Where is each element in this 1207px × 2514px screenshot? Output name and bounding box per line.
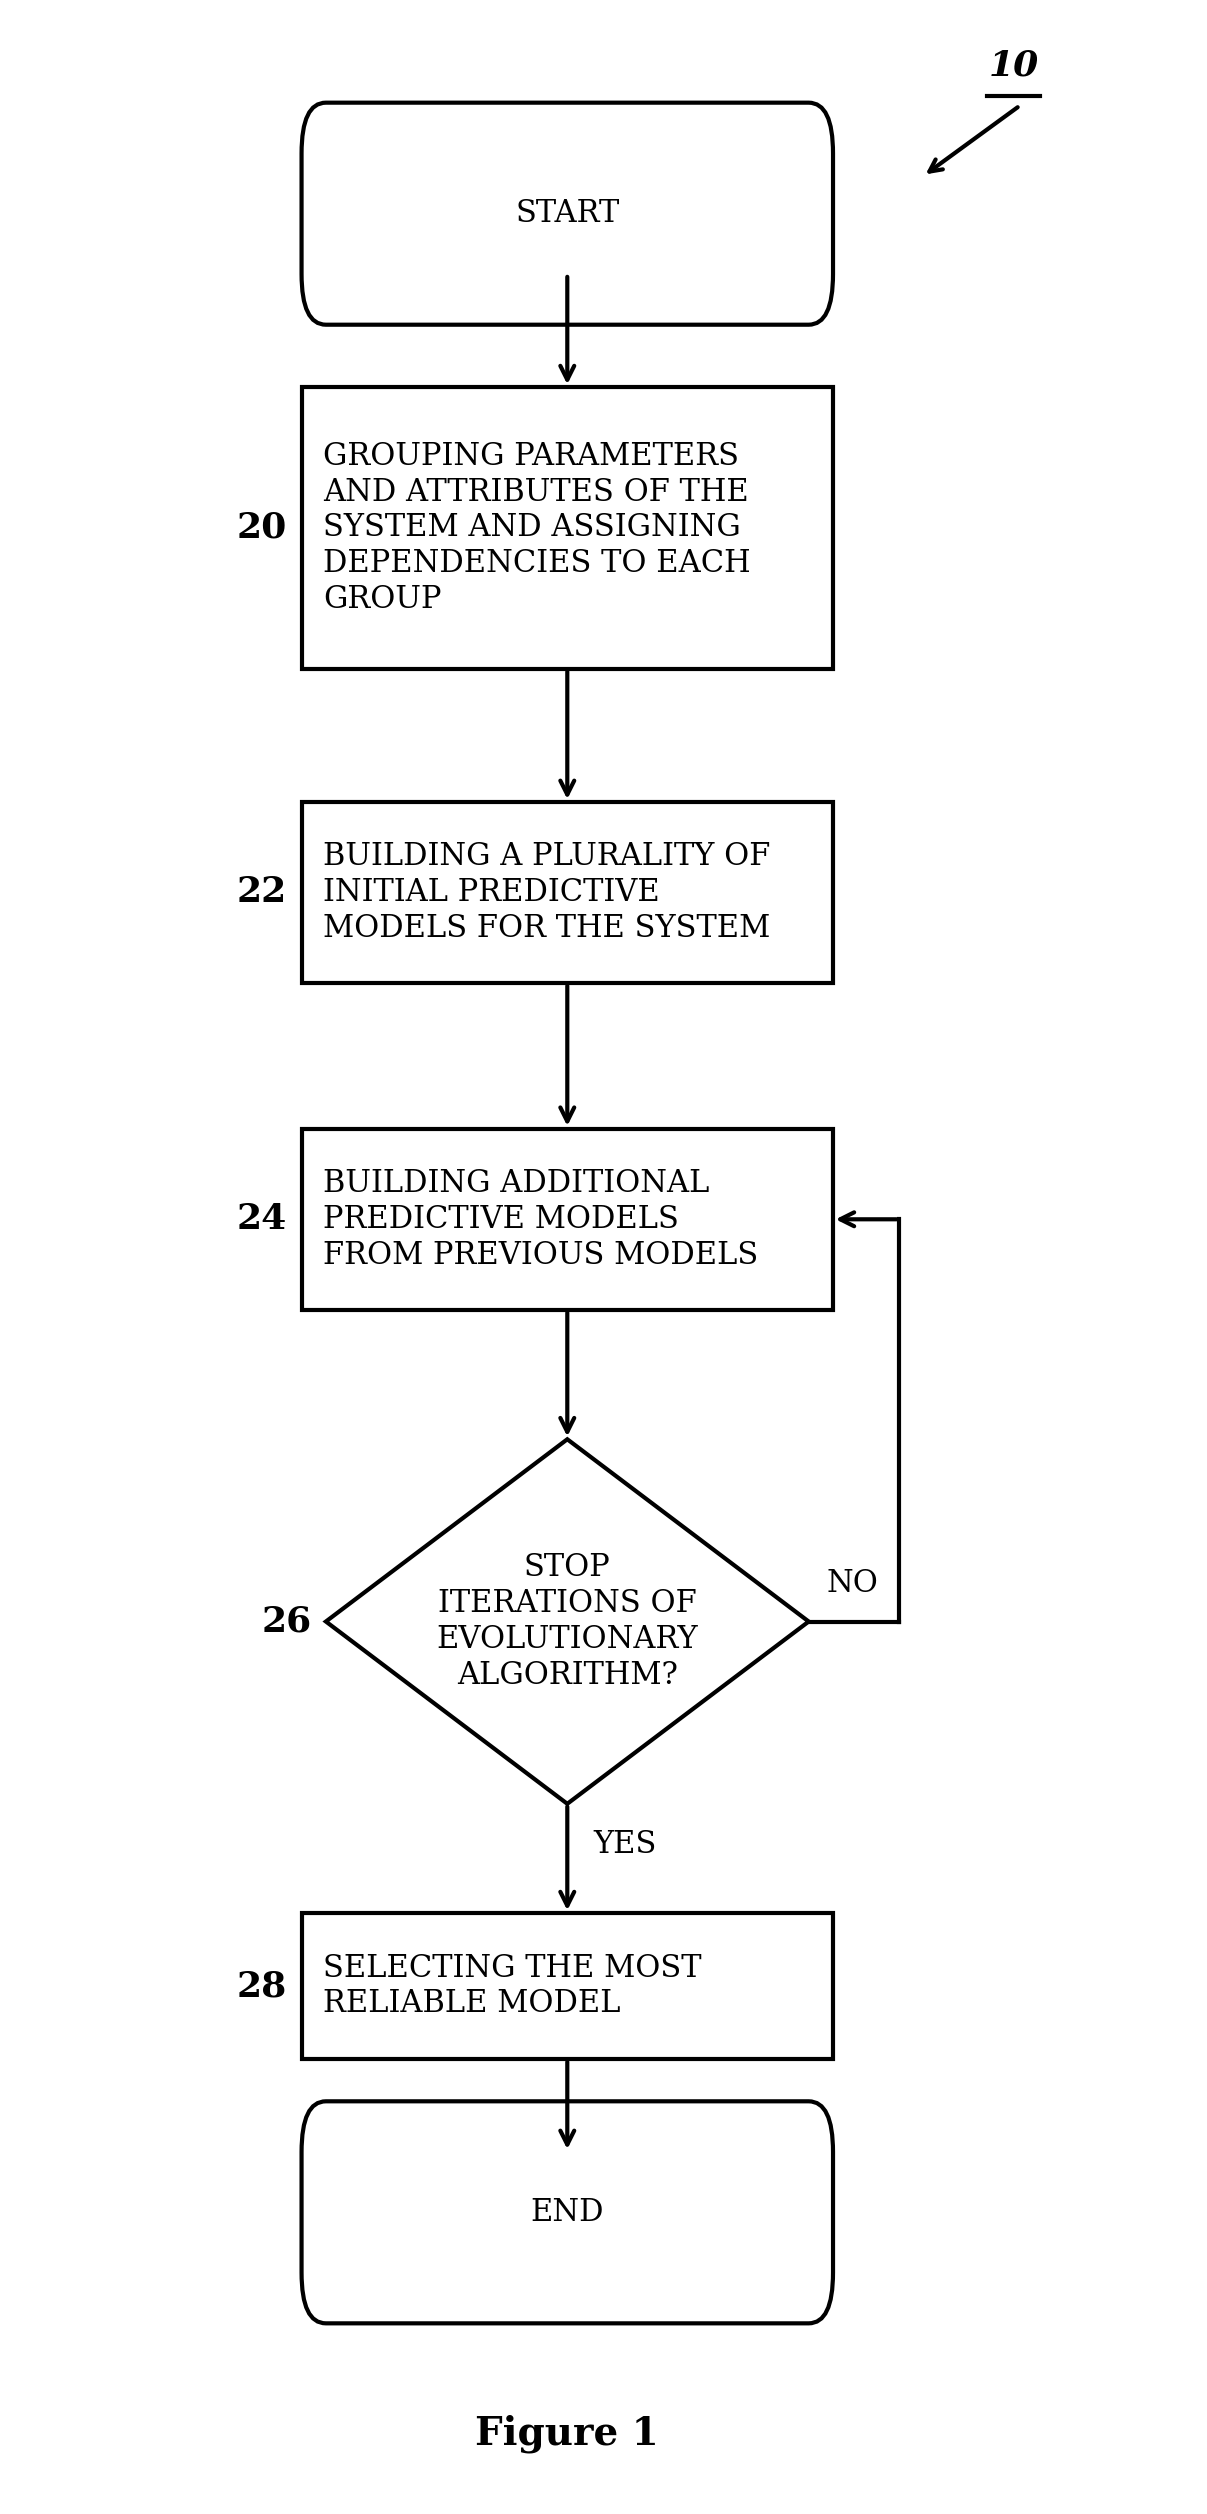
Text: 24: 24 xyxy=(237,1202,287,1237)
Text: STOP
ITERATIONS OF
EVOLUTIONARY
ALGORITHM?: STOP ITERATIONS OF EVOLUTIONARY ALGORITH… xyxy=(437,1551,698,1692)
Text: SELECTING THE MOST
RELIABLE MODEL: SELECTING THE MOST RELIABLE MODEL xyxy=(323,1953,702,2019)
Polygon shape xyxy=(326,1438,809,1805)
Text: 22: 22 xyxy=(237,875,287,910)
Text: Figure 1: Figure 1 xyxy=(476,2413,659,2454)
Text: GROUPING PARAMETERS
AND ATTRIBUTES OF THE
SYSTEM AND ASSIGNING
DEPENDENCIES TO E: GROUPING PARAMETERS AND ATTRIBUTES OF TH… xyxy=(323,440,751,616)
Bar xyxy=(302,1129,833,1310)
FancyBboxPatch shape xyxy=(302,103,833,324)
Text: 10: 10 xyxy=(989,48,1039,83)
Text: NO: NO xyxy=(827,1569,879,1599)
Text: BUILDING A PLURALITY OF
INITIAL PREDICTIVE
MODELS FOR THE SYSTEM: BUILDING A PLURALITY OF INITIAL PREDICTI… xyxy=(323,842,771,943)
Text: END: END xyxy=(531,2197,604,2227)
Text: YES: YES xyxy=(594,1830,658,1860)
Text: 20: 20 xyxy=(237,510,287,546)
Text: BUILDING ADDITIONAL
PREDICTIVE MODELS
FROM PREVIOUS MODELS: BUILDING ADDITIONAL PREDICTIVE MODELS FR… xyxy=(323,1169,759,1270)
FancyBboxPatch shape xyxy=(302,2102,833,2323)
Bar xyxy=(302,1913,833,2059)
Text: 26: 26 xyxy=(261,1604,311,1639)
Bar xyxy=(302,387,833,669)
Bar xyxy=(302,802,833,983)
Text: 28: 28 xyxy=(237,1968,287,2004)
Text: START: START xyxy=(515,199,619,229)
